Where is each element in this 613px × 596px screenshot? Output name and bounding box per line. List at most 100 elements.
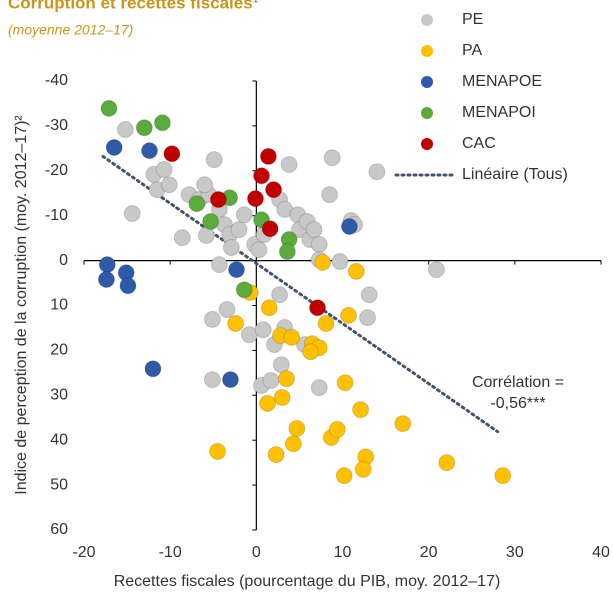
point bbox=[360, 286, 378, 304]
point bbox=[262, 371, 280, 389]
point bbox=[277, 370, 295, 388]
point bbox=[278, 243, 296, 261]
legend-marker bbox=[421, 138, 433, 150]
point bbox=[328, 420, 346, 438]
point bbox=[163, 145, 181, 163]
point bbox=[317, 314, 335, 332]
point bbox=[280, 156, 298, 174]
legend-label: Linéaire (Tous) bbox=[462, 166, 568, 183]
y-tick-label: 20 bbox=[50, 342, 68, 359]
point bbox=[310, 379, 328, 397]
x-tick-label: 40 bbox=[592, 544, 610, 561]
trend-line bbox=[101, 154, 500, 434]
point bbox=[438, 454, 456, 472]
point bbox=[347, 262, 365, 280]
point bbox=[235, 206, 253, 224]
y-tick-label: 30 bbox=[50, 387, 68, 404]
legend-label: MENAPOE bbox=[462, 73, 542, 90]
point bbox=[335, 467, 353, 485]
point bbox=[188, 195, 206, 213]
point bbox=[119, 277, 137, 295]
y-tick-label: 10 bbox=[50, 297, 68, 314]
legend-marker bbox=[421, 107, 433, 119]
y-tick-label: 40 bbox=[50, 431, 68, 448]
point bbox=[340, 217, 358, 235]
x-tick-label: -20 bbox=[72, 544, 95, 561]
point bbox=[135, 119, 153, 137]
x-tick-label: -10 bbox=[159, 544, 182, 561]
point bbox=[267, 446, 285, 464]
point bbox=[494, 467, 512, 485]
y-tick-label: -40 bbox=[45, 72, 68, 89]
legend-label: PA bbox=[462, 42, 482, 59]
point bbox=[246, 190, 264, 208]
point bbox=[202, 213, 220, 231]
point bbox=[98, 256, 116, 274]
point bbox=[259, 147, 277, 165]
y-tick-label: 60 bbox=[50, 521, 68, 538]
chart-subtitle: (moyenne 2012–17) bbox=[8, 22, 133, 38]
point bbox=[305, 221, 323, 239]
point bbox=[253, 167, 271, 185]
point bbox=[160, 176, 178, 194]
point bbox=[260, 299, 278, 317]
point bbox=[288, 420, 306, 438]
point bbox=[254, 321, 272, 339]
point bbox=[222, 239, 240, 257]
legend-label: MENAPOI bbox=[462, 104, 536, 121]
point bbox=[284, 435, 302, 453]
point bbox=[427, 261, 445, 279]
point bbox=[97, 270, 115, 288]
point bbox=[358, 309, 376, 327]
x-tick-label: 0 bbox=[252, 544, 261, 561]
point bbox=[123, 204, 141, 222]
point bbox=[144, 360, 162, 378]
point bbox=[196, 176, 214, 194]
point bbox=[155, 160, 173, 178]
legend-marker bbox=[421, 76, 433, 88]
point bbox=[140, 142, 158, 160]
point bbox=[352, 401, 370, 419]
y-tick-label: -30 bbox=[45, 117, 68, 134]
point bbox=[314, 253, 332, 271]
point bbox=[210, 256, 228, 274]
point bbox=[173, 229, 191, 247]
y-tick-label: -20 bbox=[45, 162, 68, 179]
point bbox=[261, 220, 279, 238]
point bbox=[116, 120, 134, 138]
point bbox=[340, 306, 358, 324]
point bbox=[321, 186, 339, 204]
point bbox=[283, 328, 301, 346]
point bbox=[203, 310, 221, 328]
point bbox=[209, 442, 227, 460]
x-axis-label: Recettes fiscales (pourcentage du PIB, m… bbox=[114, 573, 501, 590]
point bbox=[235, 281, 253, 299]
point bbox=[203, 371, 221, 389]
point bbox=[259, 394, 277, 412]
point bbox=[265, 181, 283, 199]
point bbox=[336, 374, 354, 392]
point bbox=[205, 151, 223, 169]
x-tick-label: 10 bbox=[334, 544, 352, 561]
point bbox=[394, 415, 412, 433]
legend-label: CAC bbox=[462, 135, 496, 152]
point bbox=[230, 221, 248, 239]
point bbox=[105, 138, 123, 156]
point bbox=[323, 149, 341, 167]
point bbox=[250, 241, 268, 259]
annotation: -0,56*** bbox=[490, 395, 545, 412]
x-tick-label: 20 bbox=[420, 544, 438, 561]
point bbox=[302, 343, 320, 361]
point bbox=[153, 114, 171, 132]
point bbox=[273, 389, 291, 407]
legend-marker bbox=[421, 14, 433, 26]
point bbox=[368, 163, 386, 181]
y-tick-label: 50 bbox=[50, 476, 68, 493]
legend-marker bbox=[421, 45, 433, 57]
point bbox=[354, 460, 372, 478]
point bbox=[271, 286, 289, 304]
point bbox=[221, 371, 239, 389]
point bbox=[310, 235, 328, 253]
y-axis-label: Indice de perception de la corruption (m… bbox=[13, 115, 30, 495]
